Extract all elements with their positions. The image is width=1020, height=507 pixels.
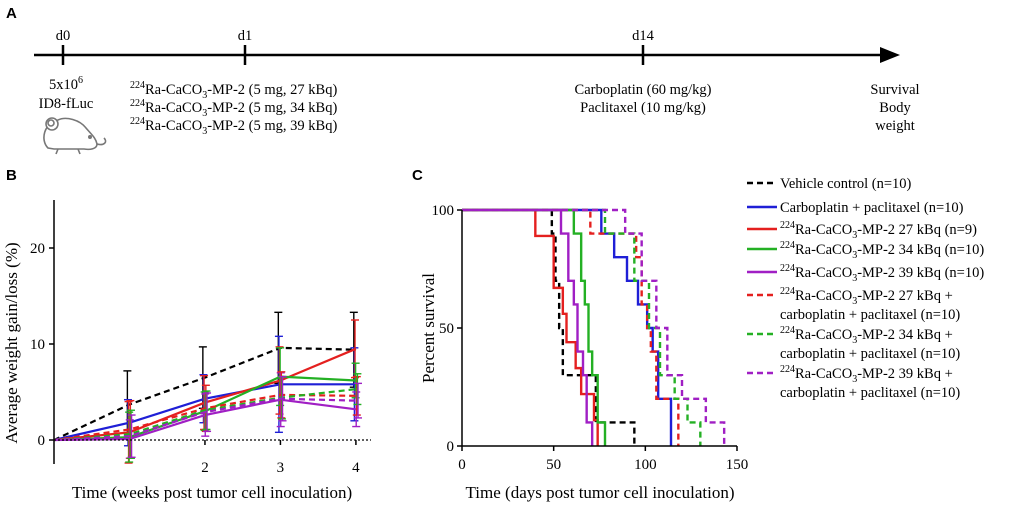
- legend-item-5: 224Ra-CaCO3-MP-2 27 kBq +carboplatin + p…: [747, 286, 960, 323]
- panel-b-ytick-label: 10: [30, 337, 45, 353]
- timeline-arrowhead: [880, 47, 900, 63]
- panel-b-line-4: [53, 398, 357, 442]
- legend-label: carboplatin + paclitaxel (n=10): [780, 307, 960, 323]
- d1-treatment-1: 224Ra-CaCO3-MP-2 (5 mg, 34 kBq): [130, 98, 337, 119]
- panel-b-ylabel: Average weight gain/loss (%): [2, 242, 21, 443]
- legend-label: 224Ra-CaCO3-MP-2 27 kBq +: [780, 286, 953, 307]
- panel-b-weight-chart: B 0 10 20 2 3 4 Time (weeks post tumor cell i…: [2, 167, 371, 502]
- cell-line-label: ID8-fLuc: [39, 96, 94, 112]
- panel-c-xtick-label: 0: [458, 457, 466, 473]
- panel-c-survival-curve-3: [462, 208, 607, 446]
- d1-treatment-2: 224Ra-CaCO3-MP-2 (5 mg, 39 kBq): [130, 116, 337, 137]
- legend-label: 224Ra-CaCO3-MP-2 39 kBq (n=10): [780, 263, 984, 284]
- d1-treatment-list: 224Ra-CaCO3-MP-2 (5 mg, 27 kBq)224Ra-CaC…: [130, 80, 337, 137]
- panel-c-survival-curve-5: [462, 208, 680, 446]
- panel-c-ylabel: Percent survival: [419, 273, 438, 383]
- panel-c-survival-chart: C 0 50 100 0 50 100 150 Time (days post tumor …: [412, 167, 984, 502]
- endpoint-survival: Survival: [870, 82, 919, 98]
- panel-b-line-5: [53, 393, 356, 442]
- d14-carboplatin: Carboplatin (60 mg/kg): [575, 82, 712, 98]
- legend-label: 224Ra-CaCO3-MP-2 34 kBq +: [780, 325, 953, 346]
- panel-b-ytick-label: 20: [30, 241, 45, 257]
- timepoint-label-d1: d1: [238, 28, 253, 44]
- panel-b-xtick-label: 3: [277, 460, 285, 476]
- legend-item-3: 224Ra-CaCO3-MP-2 34 kBq (n=10): [747, 240, 984, 261]
- panel-c-ytick-label: 50: [439, 321, 454, 337]
- timepoint-label-d14: d14: [632, 28, 655, 44]
- legend-item-7: 224Ra-CaCO3-MP-2 39 kBq +carboplatin + p…: [747, 364, 960, 401]
- legend-item-4: 224Ra-CaCO3-MP-2 39 kBq (n=10): [747, 263, 984, 284]
- panel-b-line-0: [53, 346, 356, 441]
- panel-b-line-6: [53, 388, 357, 442]
- panel-c-xtick-label: 150: [726, 457, 749, 473]
- legend-label: carboplatin + paclitaxel (n=10): [780, 385, 960, 401]
- panel-c-letter: C: [412, 167, 423, 184]
- legend-label: Vehicle control (n=10): [780, 176, 912, 192]
- panel-b-series-7: [53, 375, 363, 458]
- timepoint-label-d0: d0: [56, 28, 71, 44]
- legend-label: 224Ra-CaCO3-MP-2 27 kBq (n=9): [780, 220, 977, 241]
- panel-c-survival-curve-0: [462, 208, 636, 446]
- panel-b-line-7: [53, 397, 356, 442]
- legend-label: 224Ra-CaCO3-MP-2 34 kBq (n=10): [780, 240, 984, 261]
- d14-paclitaxel: Paclitaxel (10 mg/kg): [580, 100, 706, 116]
- panel-c-xlabel: Time (days post tumor cell inoculation): [466, 483, 735, 502]
- panel-b-ytick-label: 0: [38, 433, 46, 449]
- legend-label: Carboplatin + paclitaxel (n=10): [780, 200, 964, 216]
- panel-c-legend: Vehicle control (n=10) Carboplatin + pacl…: [747, 176, 984, 401]
- legend-item-2: 224Ra-CaCO3-MP-2 27 kBq (n=9): [747, 220, 977, 241]
- d1-treatment-0: 224Ra-CaCO3-MP-2 (5 mg, 27 kBq): [130, 80, 337, 101]
- legend-label: carboplatin + paclitaxel (n=10): [780, 346, 960, 362]
- panel-c-xtick-label: 50: [546, 457, 561, 473]
- panel-b-xlabel: Time (weeks post tumor cell inoculation): [72, 483, 352, 502]
- panel-c-survival-curve-7: [462, 208, 726, 446]
- panel-c-ytick-label: 100: [432, 203, 455, 219]
- panel-c-ytick-label: 0: [447, 439, 455, 455]
- panel-a-timeline: A d0 d1 d14 5x106 ID8-fLuc 224Ra-CaCO3-M…: [6, 5, 920, 155]
- legend-item-1: Carboplatin + paclitaxel (n=10): [747, 200, 964, 216]
- legend-item-6: 224Ra-CaCO3-MP-2 34 kBq +carboplatin + p…: [747, 325, 960, 362]
- endpoint-body: Body: [879, 100, 911, 116]
- mouse-icon: [43, 117, 107, 155]
- panel-c-survival-curve-2: [462, 208, 599, 446]
- cell-dose-label: 5x106: [49, 75, 83, 93]
- panel-c-xtick-label: 100: [634, 457, 657, 473]
- panel-b-xtick-label: 4: [352, 460, 360, 476]
- panel-c-survival-curve-4: [462, 208, 594, 446]
- legend-label: 224Ra-CaCO3-MP-2 39 kBq +: [780, 364, 953, 385]
- endpoint-weight: weight: [875, 118, 914, 134]
- panel-b-letter: B: [6, 167, 17, 184]
- legend-item-0: Vehicle control (n=10): [747, 176, 912, 192]
- panel-b-xtick-label: 2: [201, 460, 209, 476]
- panel-a-letter: A: [6, 5, 17, 22]
